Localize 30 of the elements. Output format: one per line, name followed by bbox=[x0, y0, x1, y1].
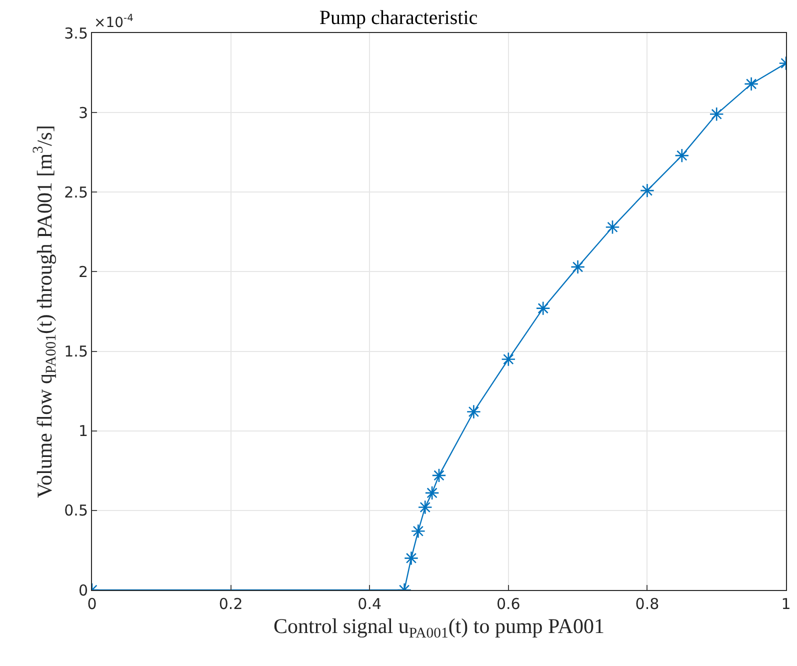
point bbox=[570, 260, 586, 274]
point bbox=[536, 301, 550, 316]
x-axis-title: Control signal u$_{PA001}$(t) to pump PA001 bbox=[274, 614, 604, 642]
x-tick-label: 0.8 bbox=[635, 595, 660, 613]
point bbox=[640, 183, 654, 198]
x-tick-label: 1 bbox=[781, 595, 791, 613]
y-tick-label: 3.5 bbox=[64, 24, 88, 42]
point bbox=[709, 106, 724, 122]
y-tick-label: 2 bbox=[78, 262, 88, 281]
x-tick-label: 0.4 bbox=[358, 595, 382, 613]
y-tick-label: 2.5 bbox=[64, 183, 88, 202]
y-tick-label: 1 bbox=[78, 422, 88, 440]
point bbox=[404, 550, 418, 566]
y-tick-label: 0 bbox=[78, 581, 88, 600]
point bbox=[418, 500, 432, 514]
y-tick-label: 1.5 bbox=[64, 342, 88, 361]
point bbox=[501, 352, 516, 366]
point bbox=[674, 148, 690, 163]
y-tick-label: 3 bbox=[78, 104, 88, 122]
point bbox=[432, 468, 446, 483]
text: ×10$^{-4}$ bbox=[94, 13, 134, 31]
point bbox=[744, 76, 759, 92]
point bbox=[466, 404, 481, 420]
x-tick-label: 0.2 bbox=[218, 595, 243, 613]
chart-title: Pump characteristic bbox=[319, 6, 478, 29]
x-tick-label: 0.6 bbox=[496, 595, 520, 613]
point bbox=[605, 220, 620, 234]
point bbox=[410, 524, 426, 538]
point bbox=[424, 486, 440, 500]
y-tick-label: 0.5 bbox=[64, 502, 88, 520]
